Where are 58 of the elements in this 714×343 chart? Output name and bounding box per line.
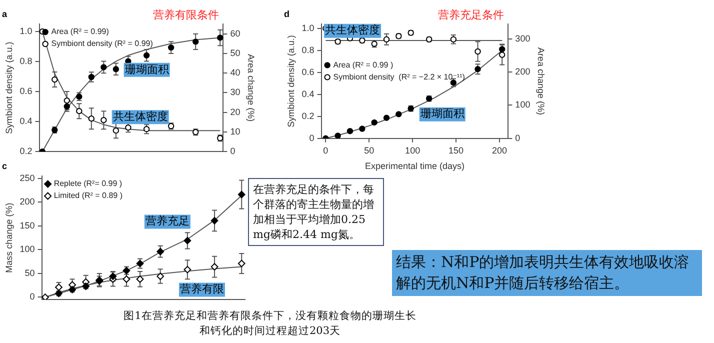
chart-title: a (2, 8, 8, 19)
legend-label: Symbiont density (R² = 0.99) (51, 39, 154, 48)
y2-tick-label: 50 (230, 48, 240, 58)
text: 结果：N和P的增加表明共生体有效地吸收溶解的无机N和P并随后转移给宿主。 (392, 250, 702, 296)
y-tick-label: 50 (24, 268, 35, 278)
y-tick-label: 0.6 (302, 66, 314, 77)
x-tick-label: 0 (323, 145, 328, 156)
y-axis-title: Symbiont density (a.u.) (286, 35, 296, 128)
legend-label: Symbiont density (R² = −2.2 × 10⁻¹¹) (333, 72, 466, 82)
x-tick-label: 100 (405, 145, 420, 156)
y-tick-label: 0.4 (302, 88, 314, 99)
y2-tick-label: 30 (230, 87, 240, 98)
chart-title: c (2, 160, 8, 171)
legend-label: Replete (R²= 0.99 ) (54, 179, 122, 188)
y-tick-label: 0.2 (20, 146, 32, 156)
y2-axis-title: Area change (%) (536, 47, 546, 115)
annotation: 营养有限 (180, 282, 224, 296)
legend-label: Limited (R² = 0.89 ) (54, 191, 123, 200)
y-tick-label: 1.0 (302, 22, 314, 33)
y-tick-label: 0.2 (302, 110, 314, 121)
y-axis-title: Symbiont density (a.u.) (4, 42, 14, 134)
y2-tick-label: 200 (515, 66, 530, 77)
y-axis-title: Mass change (%) (4, 202, 14, 273)
y-tick-label: 150 (20, 220, 35, 230)
legend-label: Area (R² = 0.99 ) (333, 60, 394, 70)
x-axis-title: Experimental time (days) (364, 161, 465, 172)
y-tick-label: 0 (30, 292, 35, 302)
y2-tick-label: 40 (230, 68, 240, 78)
y-tick-label: 250 (20, 172, 35, 183)
x-tick-label: 50 (364, 145, 374, 156)
annotation: 共生体密度 (325, 24, 380, 37)
y-tick-label: 100 (20, 244, 35, 254)
y-tick-label: 0.6 (20, 86, 32, 96)
y-tick-label: 0 (309, 132, 314, 143)
chart-subtitle: 营养充足条件 (438, 8, 504, 22)
y2-tick-label: 100 (515, 100, 530, 110)
annotation: 营养充足 (145, 214, 190, 228)
text: 在营养充足的条件下，每个群落的寄主生物量的增加相当于平均增加0.25 mg磷和2.44 mg氮。 (248, 178, 384, 246)
y2-tick-label: 10 (230, 126, 240, 136)
y2-tick-label: 300 (515, 33, 530, 44)
x-tick-label: 150 (448, 145, 464, 156)
y2-axis-title: Area change (%) (246, 54, 256, 122)
y2-tick-label: 0 (515, 132, 520, 143)
x-tick-label: 200 (492, 145, 508, 156)
y-tick-label: 0.8 (302, 44, 314, 55)
annotation: 珊瑚面积 (420, 107, 464, 120)
y-tick-label: 200 (20, 196, 35, 207)
annotation: 共生体密度 (112, 110, 168, 124)
chart-subtitle: 营养有限条件 (153, 8, 220, 22)
legend-label: Area (R² = 0.99) (51, 27, 110, 36)
chart-title: d (284, 8, 290, 19)
y2-tick-label: 20 (230, 106, 240, 117)
y-tick-label: 0.4 (20, 116, 32, 126)
y-tick-label: 0.8 (20, 56, 32, 66)
y-tick-label: 1.0 (20, 26, 32, 36)
caption: 图1在营养充足和营养有限条件下，没有颗粒食物的珊瑚生长和钙化的时间过程超过203天 (122, 309, 418, 339)
y2-tick-label: 60 (230, 28, 240, 38)
annotation: 珊瑚面积 (124, 62, 169, 76)
